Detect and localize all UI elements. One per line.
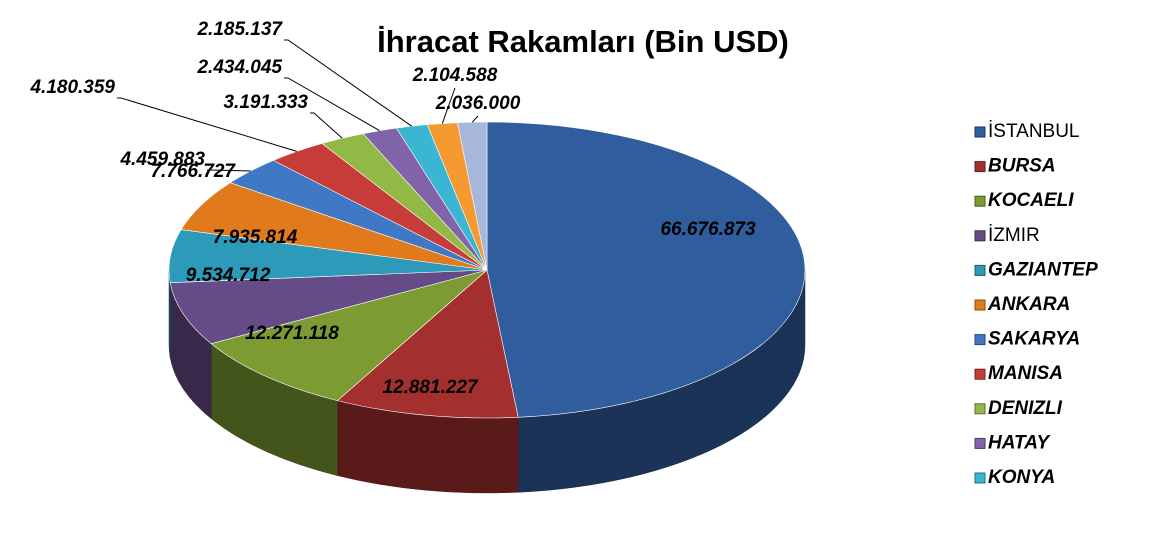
data-label: 66.676.873 — [660, 219, 756, 240]
legend-label: BURSA — [988, 156, 1056, 177]
data-label: 2.185.137 — [196, 19, 283, 40]
legend-label: KOCAELI — [988, 190, 1074, 211]
legend-label: ANKARA — [987, 294, 1070, 315]
data-label: 3.191.333 — [223, 92, 308, 113]
legend-label: DENIZLI — [988, 398, 1063, 419]
chart-title: İhracat Rakamları (Bin USD) — [377, 24, 789, 59]
legend-swatch — [974, 126, 986, 138]
legend-label: KONYA — [988, 467, 1055, 488]
legend-label: İSTANBUL — [988, 121, 1080, 142]
legend-label: İZMIR — [988, 225, 1040, 246]
slice — [169, 269, 488, 344]
leader-line — [471, 115, 479, 123]
legend-swatch — [974, 264, 986, 276]
legend-label: HATAY — [988, 432, 1052, 453]
data-label: 7.766.727 — [150, 161, 236, 182]
slice — [457, 121, 488, 271]
leader-line — [310, 112, 343, 139]
slice — [486, 121, 806, 418]
legend-swatch — [974, 161, 986, 173]
legend-swatch — [974, 437, 986, 449]
data-label: 2.104.588 — [412, 65, 498, 86]
legend-swatch — [974, 403, 986, 415]
legend-swatch — [974, 472, 986, 484]
legend-label: SAKARYA — [988, 329, 1080, 350]
data-label: 4.180.359 — [29, 77, 115, 98]
legend-swatch — [974, 230, 986, 242]
leader-line — [284, 39, 413, 127]
data-label: 7.935.814 — [213, 227, 298, 248]
slice — [210, 269, 488, 401]
slice — [336, 269, 519, 419]
data-label: 9.534.712 — [186, 265, 271, 286]
legend-label: GAZIANTEP — [988, 259, 1098, 280]
data-label: 2.036.000 — [435, 93, 521, 114]
data-label: 2.434.045 — [196, 57, 282, 78]
legend-swatch — [974, 195, 986, 207]
data-label: 12.881.227 — [382, 377, 479, 398]
data-label: 12.271.118 — [245, 323, 339, 344]
legend-swatch — [974, 299, 986, 311]
legend-label: MANISA — [988, 363, 1063, 384]
leader-line — [284, 77, 380, 132]
leader-line — [117, 97, 298, 152]
legend-swatch — [974, 368, 986, 380]
leader-line — [441, 87, 456, 124]
data-label: 4.459.883 — [119, 149, 205, 170]
leader-line — [207, 169, 251, 172]
legend-swatch — [974, 334, 986, 346]
